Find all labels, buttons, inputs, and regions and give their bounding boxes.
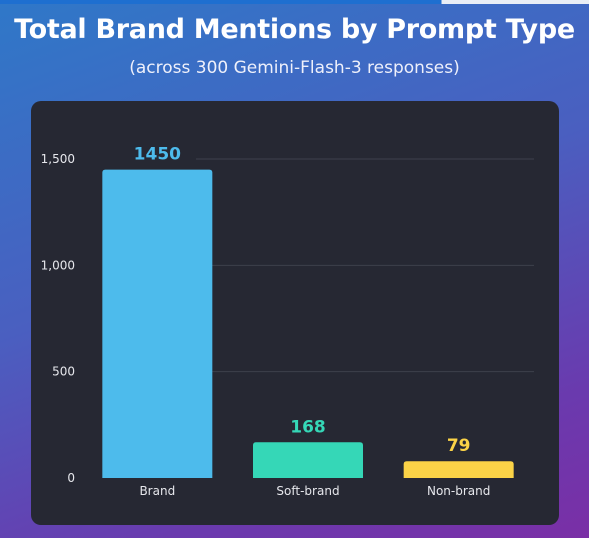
bar-value-label: 168	[290, 417, 326, 437]
bar-value-label: 1450	[134, 145, 181, 165]
x-tick-label: Non-brand	[427, 484, 490, 498]
y-tick-label: 500	[52, 365, 75, 379]
x-tick-label: Brand	[139, 484, 175, 498]
y-tick-label: 0	[67, 471, 75, 485]
bar-value-label: 79	[447, 436, 471, 456]
y-tick-label: 1,000	[41, 258, 75, 272]
top-strip	[0, 0, 589, 4]
x-tick-label: Soft-brand	[276, 484, 339, 498]
bar-soft-brand	[253, 442, 363, 478]
y-tick-label: 1,500	[41, 152, 75, 166]
chart-title: Total Brand Mentions by Prompt Type	[14, 14, 575, 45]
bar-brand	[102, 169, 213, 478]
chart-subtitle: (across 300 Gemini-Flash-3 responses)	[129, 58, 460, 78]
bar-non-brand	[403, 461, 514, 478]
